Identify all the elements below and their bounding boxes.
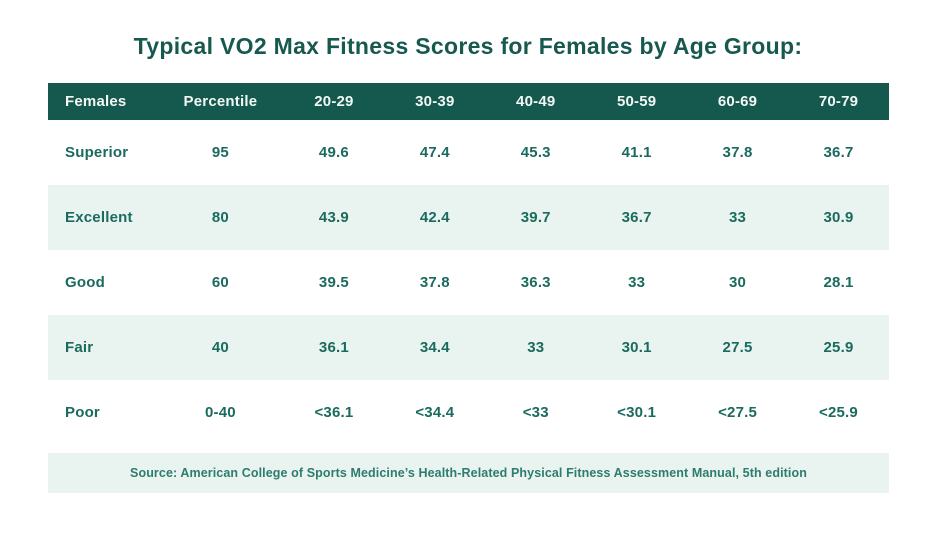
row-label: Superior (65, 144, 129, 161)
cell: <25.9 (819, 404, 858, 421)
cell: 34.4 (419, 339, 450, 356)
cell: 27.5 (722, 339, 753, 356)
cell: 41.1 (621, 144, 652, 161)
table-header-row: Females Percentile 20-29 30-39 40-49 50-… (48, 83, 889, 120)
cell: 36.1 (318, 339, 349, 356)
cell: 30.1 (621, 339, 652, 356)
cell: 28.1 (823, 274, 854, 291)
page-title: Typical VO2 Max Fitness Scores for Femal… (133, 33, 803, 59)
column-header-40-49: 40-49 (485, 83, 587, 120)
column-header-30-39: 30-39 (384, 83, 486, 120)
cell: 43.9 (318, 209, 349, 226)
table-row-fair: Fair 40 36.1 34.4 33 30.1 27.5 25.9 (48, 315, 889, 380)
row-label: Excellent (65, 209, 133, 226)
cell: 39.7 (520, 209, 551, 226)
cell: 30.9 (823, 209, 854, 226)
cell: <34.4 (415, 404, 455, 421)
column-header-females: Females (48, 83, 158, 120)
table-row-superior: Superior 95 49.6 47.4 45.3 41.1 37.8 36.… (48, 120, 889, 185)
cell: 36.7 (621, 209, 652, 226)
cell: 80 (211, 209, 229, 226)
cell: 36.3 (520, 274, 551, 291)
cell: 37.8 (722, 144, 753, 161)
cell: 0-40 (204, 404, 236, 421)
cell: 39.5 (318, 274, 349, 291)
table-row-good: Good 60 39.5 37.8 36.3 33 30 28.1 (48, 250, 889, 315)
source-band: Source: American College of Sports Medic… (48, 453, 889, 493)
column-header-percentile: Percentile (157, 83, 284, 120)
cell: 40 (211, 339, 229, 356)
source-note: Source: American College of Sports Medic… (130, 466, 807, 480)
cell: 33 (527, 339, 545, 356)
column-header-50-59: 50-59 (586, 83, 688, 120)
cell: 95 (211, 144, 229, 161)
cell: 33 (729, 209, 747, 226)
cell: 45.3 (520, 144, 551, 161)
row-label: Good (65, 274, 105, 291)
cell: 30 (729, 274, 747, 291)
cell: <33 (522, 404, 549, 421)
row-label: Poor (65, 404, 100, 421)
column-header-20-29: 20-29 (283, 83, 385, 120)
row-label: Fair (65, 339, 94, 356)
cell: 47.4 (419, 144, 450, 161)
table-row-poor: Poor 0-40 <36.1 <34.4 <33 <30.1 <27.5 <2… (48, 380, 889, 445)
cell: 49.6 (318, 144, 349, 161)
column-header-60-69: 60-69 (687, 83, 788, 120)
cell: 25.9 (823, 339, 854, 356)
fitness-scores-table: Females Percentile 20-29 30-39 40-49 50-… (48, 83, 889, 445)
vo2-table: Females Percentile 20-29 30-39 40-49 50-… (48, 83, 889, 493)
cell: 37.8 (419, 274, 450, 291)
cell: <30.1 (617, 404, 657, 421)
cell: 36.7 (823, 144, 854, 161)
cell: <27.5 (718, 404, 758, 421)
cell: 42.4 (419, 209, 450, 226)
cell: 60 (211, 274, 229, 291)
cell: <36.1 (314, 404, 354, 421)
column-header-70-79: 70-79 (788, 83, 889, 120)
table-row-excellent: Excellent 80 43.9 42.4 39.7 36.7 33 30.9 (48, 185, 889, 250)
cell: 33 (628, 274, 646, 291)
